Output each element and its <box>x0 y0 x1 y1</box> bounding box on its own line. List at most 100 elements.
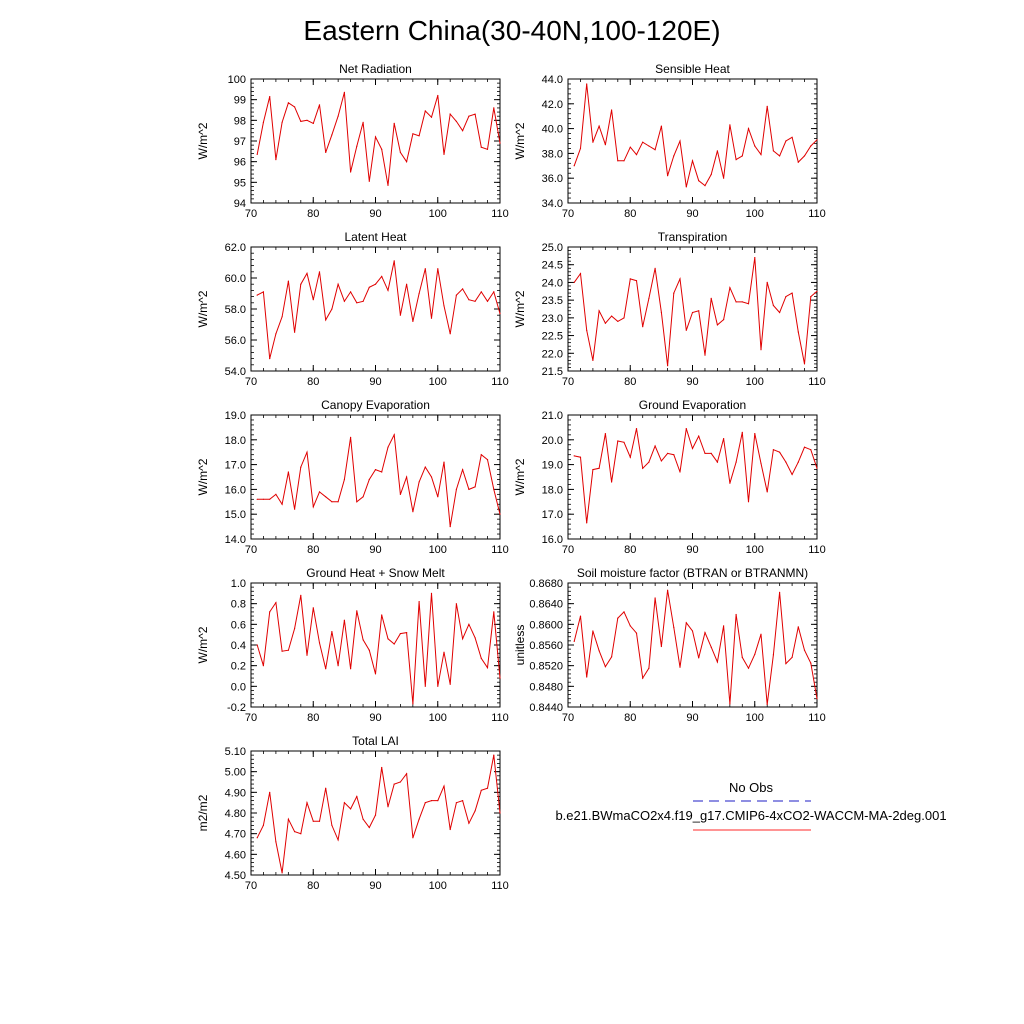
y-tick-label: 20.0 <box>542 435 563 447</box>
data-point <box>754 653 756 655</box>
y-tick-label: 42.0 <box>542 99 563 111</box>
data-point <box>723 625 725 627</box>
data-point <box>480 291 482 293</box>
panel-title: Sensible Heat <box>655 62 730 76</box>
data-point <box>698 180 700 182</box>
data-point <box>262 665 264 667</box>
y-tick-label: 62.0 <box>225 242 246 254</box>
data-point <box>262 824 264 827</box>
data-point <box>716 661 719 663</box>
data-point <box>704 452 706 454</box>
y-axis-label: W/m^2 <box>513 122 527 159</box>
data-point <box>337 501 339 503</box>
data-point <box>449 526 451 528</box>
data-point <box>486 300 489 302</box>
data-point <box>685 329 687 331</box>
data-point <box>381 766 383 769</box>
data-point <box>449 113 451 115</box>
y-tick-label: 100 <box>228 74 246 86</box>
data-point <box>449 828 451 831</box>
y-tick-label: 0.6 <box>231 619 246 631</box>
legend-entry-1-label: b.e21.BWmaCO2x4.f19_g17.CMIP6-4xCO2-WACC… <box>555 808 946 823</box>
series-line <box>256 755 501 873</box>
data-point <box>660 645 663 648</box>
data-point <box>281 872 283 874</box>
data-point <box>691 311 694 314</box>
data-point <box>654 445 656 447</box>
y-tick-label: 1.0 <box>231 578 246 590</box>
data-point <box>729 703 731 705</box>
data-point <box>716 324 719 326</box>
data-point <box>368 180 370 182</box>
data-point <box>449 683 451 685</box>
series-line <box>574 428 818 523</box>
data-point <box>785 663 787 665</box>
data-point <box>735 613 737 616</box>
data-point <box>667 365 669 367</box>
data-point <box>648 667 650 669</box>
data-point <box>399 781 401 783</box>
data-point <box>399 633 401 635</box>
data-point <box>318 104 321 106</box>
data-point <box>803 649 806 651</box>
data-point <box>598 650 600 652</box>
data-point <box>803 363 806 365</box>
y-tick-label: 36.0 <box>542 173 563 185</box>
data-point <box>667 589 669 591</box>
data-point <box>729 482 731 484</box>
data-point <box>480 146 482 148</box>
data-point <box>673 454 675 456</box>
data-point <box>623 611 625 613</box>
y-tick-label: 4.50 <box>225 870 246 882</box>
data-point <box>306 451 308 453</box>
data-point <box>337 839 339 841</box>
data-point <box>424 268 426 270</box>
y-axis-label: W/m^2 <box>513 458 527 495</box>
data-point <box>424 685 426 687</box>
data-point <box>275 602 277 604</box>
panel-title: Canopy Evaporation <box>321 398 430 412</box>
x-tick-label: 110 <box>808 712 826 724</box>
data-point <box>797 161 799 163</box>
data-point <box>673 155 675 157</box>
data-point <box>635 154 638 156</box>
data-point <box>331 308 333 310</box>
data-point <box>604 144 607 146</box>
y-tick-label: 0.8520 <box>529 661 563 673</box>
data-point <box>679 140 681 142</box>
data-point <box>424 466 426 468</box>
y-tick-label: 0.8 <box>231 599 246 611</box>
data-point <box>362 639 364 641</box>
data-point <box>660 460 663 462</box>
data-point <box>685 622 687 624</box>
data-point <box>785 461 787 463</box>
data-point <box>412 320 414 322</box>
data-point <box>754 145 756 147</box>
data-point <box>412 703 414 705</box>
data-point <box>486 148 489 150</box>
data-point <box>654 267 656 269</box>
data-point <box>424 110 426 112</box>
data-point <box>300 833 302 835</box>
data-point <box>331 631 333 633</box>
data-point <box>816 290 818 292</box>
y-tick-label: 4.60 <box>225 849 246 861</box>
data-point <box>387 289 389 291</box>
data-point <box>486 787 489 789</box>
y-tick-label: 22.0 <box>542 348 563 360</box>
y-tick-label: 0.0 <box>231 681 246 693</box>
data-point <box>673 292 675 294</box>
data-point <box>281 503 283 505</box>
data-point <box>716 150 719 152</box>
y-tick-label: 16.0 <box>225 484 246 496</box>
data-point <box>437 685 439 687</box>
x-tick-label: 70 <box>562 712 574 724</box>
data-point <box>592 359 594 361</box>
x-tick-label: 70 <box>245 208 257 220</box>
data-point <box>325 151 327 153</box>
data-point <box>381 614 383 616</box>
figure-title: Eastern China(30-40N,100-120E) <box>303 15 720 46</box>
data-point <box>356 795 358 798</box>
data-point <box>791 136 793 138</box>
